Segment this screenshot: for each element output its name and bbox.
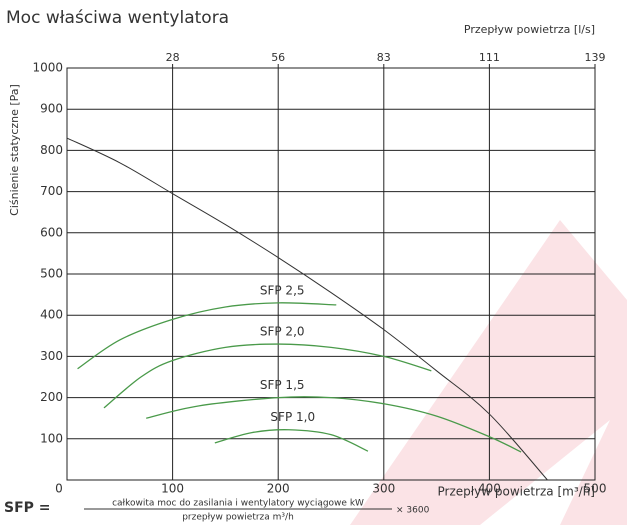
y-tick-label: 1000 — [32, 61, 63, 75]
y-tick-label: 700 — [40, 184, 63, 198]
formula-factor: × 3600 — [396, 506, 430, 516]
series-label: SFP 1,0 — [270, 410, 315, 424]
y-tick-label: 800 — [40, 143, 63, 157]
series-label: SFP 2,5 — [260, 283, 305, 297]
y-axis-label: Ciśnienie statyczne [Pa] — [8, 84, 21, 216]
x2-tick-label: 56 — [271, 51, 285, 64]
curve — [103, 343, 432, 409]
x-tick-label: 300 — [372, 482, 395, 496]
formula-denominator: przepływ powietrza m³/h — [182, 513, 294, 523]
series-label: SFP 1,5 — [260, 378, 305, 392]
watermark — [350, 220, 627, 525]
x2-axis-label: Przepływ powietrza [l/s] — [464, 23, 595, 36]
curve — [214, 429, 369, 452]
x-tick-label: 200 — [267, 482, 290, 496]
y-tick-label: 900 — [40, 102, 63, 116]
x2-tick-label: 139 — [585, 51, 606, 64]
x2-tick-label: 28 — [166, 51, 180, 64]
y-tick-label: 200 — [40, 390, 63, 404]
curve — [66, 137, 548, 481]
x2-tick-label: 111 — [479, 51, 500, 64]
y-tick-label: 300 — [40, 349, 63, 363]
y-tick-label: 500 — [40, 267, 63, 281]
curve — [77, 302, 337, 370]
x-tick-label: 400 — [478, 482, 501, 496]
curve — [146, 396, 522, 453]
chart-title: Moc właściwa wentylatora — [6, 8, 229, 28]
x-tick-label: 500 — [584, 482, 607, 496]
y-tick-label: 100 — [40, 431, 63, 445]
formula-numerator: całkowita moc do zasilania i wentylatory… — [112, 499, 364, 509]
x-tick-label: 100 — [161, 482, 184, 496]
x-tick-label: 0 — [55, 482, 63, 496]
y-tick-label: 400 — [40, 308, 63, 322]
series-label: SFP 2,0 — [260, 325, 305, 339]
x2-tick-label: 83 — [377, 51, 391, 64]
formula-lhs: SFP = — [4, 500, 51, 516]
x-axis-label: Przepływ powietrza [m³/h] — [437, 485, 595, 499]
y-tick-label: 600 — [40, 225, 63, 239]
